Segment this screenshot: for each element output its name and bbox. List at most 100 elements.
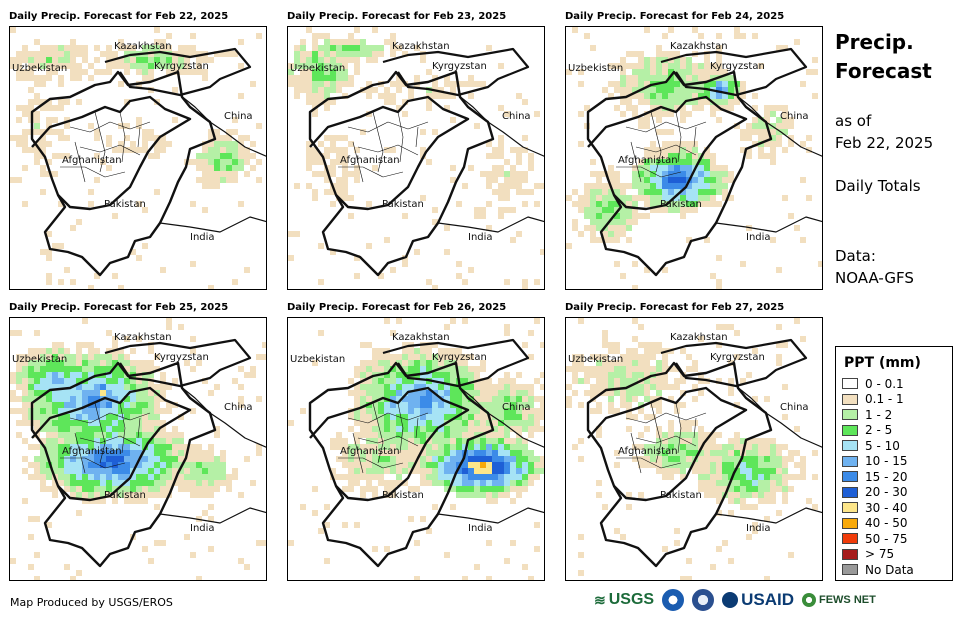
legend-swatch [842,564,858,576]
afghanistan-border [31,95,192,211]
panel-title: Daily Precip. Forecast for Feb 23, 2025 [287,11,507,22]
kyrgyzstan-border [660,338,808,388]
label-india: India [468,232,493,243]
india-border [437,216,544,233]
label-kyrgyzstan: Kyrgyzstan [432,61,487,72]
label-india: India [746,232,771,243]
label-pakistan: Pakistan [382,199,424,210]
precip-grid [288,27,544,289]
legend-swatch [842,486,858,498]
label-afghanistan: Afghanistan [340,446,400,457]
legend-swatch [842,409,858,421]
legend-label: No Data [865,562,914,577]
region-border [586,70,773,277]
legend-label: 10 - 15 [865,454,908,469]
logo-strip: ≋ USGS USAID FEWS NET [594,589,876,611]
afghanistan-border [309,386,470,502]
label-uzbekistan: Uzbekistan [12,354,67,365]
province-borders [616,111,707,183]
noaa-seal-icon [662,589,685,611]
data-source: Data: NOAA-GFS [835,247,914,287]
precip-grid [566,318,818,580]
legend-label: 5 - 10 [865,438,900,453]
legend-swatch [842,502,858,514]
legend-swatch [842,471,858,483]
precip-map: Kazakhstan Uzbekistan Kyrgyzstan China Afgha… [565,26,823,290]
legend-label: > 75 [865,547,895,562]
afghanistan-border [587,95,748,211]
label-uzbekistan: Uzbekistan [568,63,623,74]
label-uzbekistan: Uzbekistan [12,63,67,74]
panel-title: Daily Precip. Forecast for Feb 25, 2025 [9,302,229,313]
label-kyrgyzstan: Kyrgyzstan [710,352,765,363]
legend-swatch [842,440,858,452]
label-afghanistan: Afghanistan [618,155,678,166]
legend-swatch [842,378,858,390]
label-pakistan: Pakistan [660,490,702,501]
region-border [586,361,773,568]
label-china: China [224,402,253,413]
label-china: China [780,111,809,122]
label-kyrgyzstan: Kyrgyzstan [710,61,765,72]
label-pakistan: Pakistan [104,199,146,210]
legend-label: 40 - 50 [865,516,908,531]
legend-label: 0.1 - 1 [865,392,904,407]
precip-map: Kazakhstan Uzbekistan Kyrgyzstan China Afgha… [9,317,267,581]
label-kazakhstan: Kazakhstan [670,41,728,52]
region-border [30,70,217,277]
label-uzbekistan: Uzbekistan [568,354,623,365]
usgs-logo: ≋ USGS [594,591,655,608]
as-of-date: as of Feb 22, 2025 [835,112,934,152]
panel-title: Daily Precip. Forecast for Feb 27, 2025 [565,302,785,313]
legend-item: > 75 [842,547,952,563]
label-india: India [746,523,771,534]
province-borders [60,111,151,183]
legend-item: 15 - 20 [842,469,952,485]
kyrgyzstan-border [660,47,808,97]
kyrgyzstan-border [104,47,252,97]
legend-item: 20 - 30 [842,485,952,501]
afghanistan-border [31,386,192,502]
legend-item: 50 - 75 [842,531,952,547]
legend-item: 2 - 5 [842,423,952,439]
province-borders [338,111,429,183]
india-border [159,216,266,233]
kyrgyzstan-border [382,47,530,97]
nasa-seal-icon [692,589,715,611]
label-kazakhstan: Kazakhstan [670,332,728,343]
china-border [457,385,544,448]
province-borders [338,402,429,474]
label-kazakhstan: Kazakhstan [114,332,172,343]
legend-label: 1 - 2 [865,407,893,422]
legend-item: 40 - 50 [842,516,952,532]
region-border [308,361,495,568]
legend-title: PPT (mm) [844,355,921,371]
precip-grid [566,27,822,289]
label-kyrgyzstan: Kyrgyzstan [154,352,209,363]
legend-label: 2 - 5 [865,423,893,438]
totals-label: Daily Totals [835,177,921,195]
legend-item: 0 - 0.1 [842,376,952,392]
legend-label: 15 - 20 [865,469,908,484]
precip-map: Kazakhstan Uzbekistan Kyrgyzstan China Afgha… [9,26,267,290]
india-border [159,507,266,524]
legend-item: 5 - 10 [842,438,952,454]
legend-item: 1 - 2 [842,407,952,423]
label-uzbekistan: Uzbekistan [290,354,345,365]
china-border [179,94,266,157]
label-uzbekistan: Uzbekistan [290,63,345,74]
label-china: China [780,402,809,413]
precip-map: Kazakhstan Uzbekistan Kyrgyzstan China Afgha… [565,317,823,581]
label-kyrgyzstan: Kyrgyzstan [154,61,209,72]
kyrgyzstan-border [382,338,530,388]
usaid-logo: USAID [722,590,794,610]
province-borders [60,402,151,474]
legend-swatch [842,424,858,436]
legend-label: 30 - 40 [865,500,908,515]
china-border [179,385,266,448]
credit-text: Map Produced by USGS/EROS [10,596,173,609]
panel-title: Daily Precip. Forecast for Feb 22, 2025 [9,11,229,22]
label-pakistan: Pakistan [660,199,702,210]
legend-swatch [842,455,858,467]
afghanistan-border [309,95,470,211]
